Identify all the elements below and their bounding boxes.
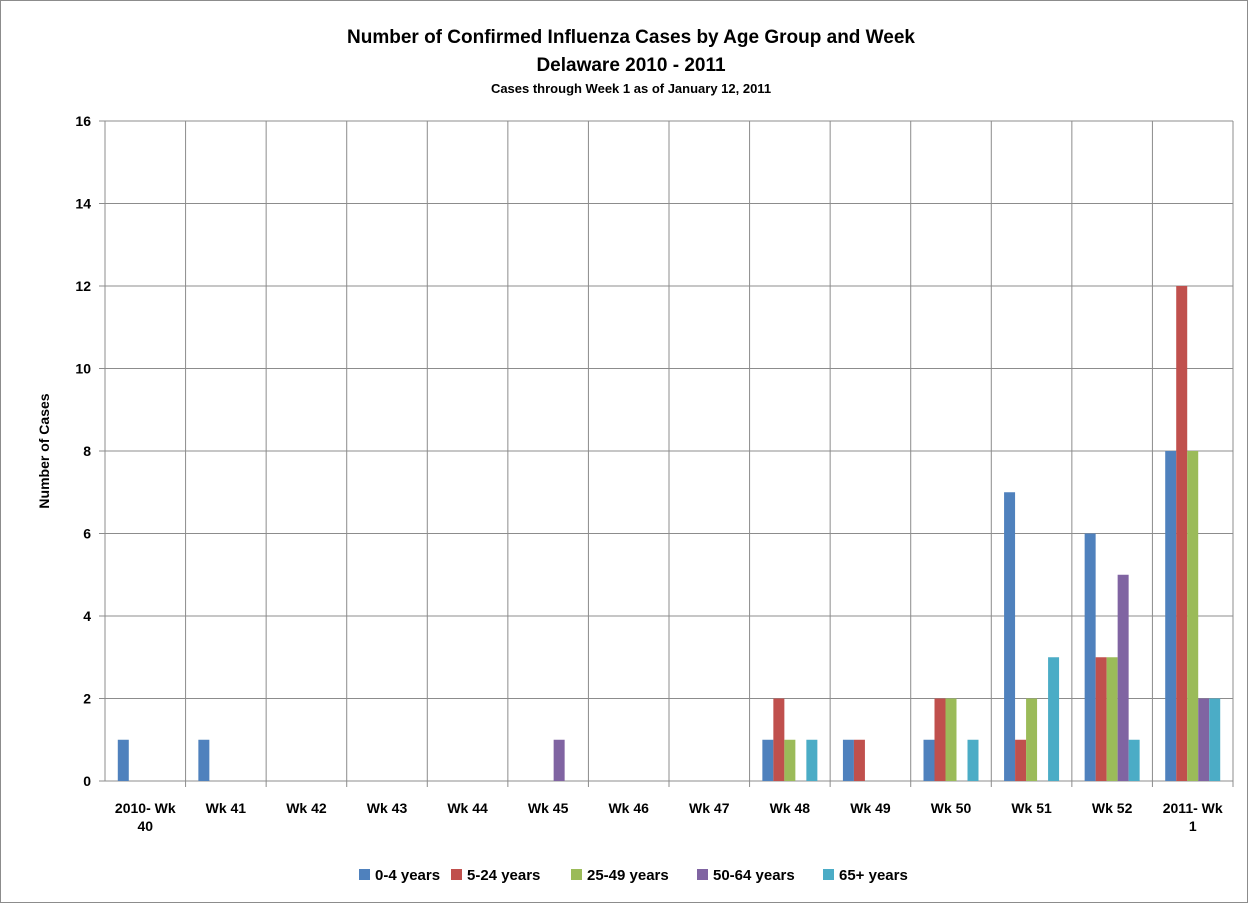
y-tick-label: 2 [83,691,91,707]
chart-title: Number of Confirmed Influenza Cases by A… [347,27,915,48]
legend-swatch [451,869,462,880]
legend-swatch [697,869,708,880]
x-tick-label: Wk 50 [931,800,972,816]
bar [1015,739,1027,781]
y-tick-label: 6 [83,526,91,542]
bar [1165,451,1177,781]
bar [923,739,935,781]
bar [1004,492,1016,781]
bar [117,739,129,781]
legend: 0-4 years 5-24 years 25-49 years 50-64 year… [359,867,908,884]
y-axis-label: Number of Cases [36,393,52,508]
bar [762,739,774,781]
bar [784,739,796,781]
axes [99,120,105,782]
legend-label: 65+ years [839,867,908,884]
x-tick-label: Wk 45 [528,800,569,816]
bar [1128,739,1140,781]
x-tick-label: 2011- Wk [1163,800,1223,816]
x-tick-label: Wk 47 [689,800,730,816]
y-tick-label: 16 [75,113,91,129]
bar [1209,698,1221,781]
bar [1117,574,1129,781]
bar [1084,533,1096,781]
bar [806,739,818,781]
gridlines [104,120,1234,787]
bar [553,739,565,781]
y-tick-label: 12 [75,278,91,294]
x-tick-label: 1 [1189,818,1197,834]
x-tick-label: Wk 43 [367,800,408,816]
x-tick-label: 2010- Wk [115,800,176,816]
legend-label: 0-4 years [375,867,440,884]
x-tick-label: 40 [137,818,153,834]
legend-label: 25-49 years [587,867,669,884]
x-tick-label: Wk 41 [206,800,247,816]
y-tick-labels: 0 2 4 6 8 10 12 14 16 [75,113,91,789]
bar [945,698,957,781]
chart-title-line2: Delaware 2010 - 2011 [536,55,726,76]
legend-swatch [359,869,370,880]
bar [967,739,979,781]
x-tick-label: Wk 46 [608,800,649,816]
legend-label: 5-24 years [467,867,540,884]
bar [1048,657,1060,781]
x-tick-label: Wk 52 [1092,800,1133,816]
y-tick-label: 0 [83,773,91,789]
bar [198,739,210,781]
bar [1176,286,1188,781]
x-tick-labels: 2010- Wk 40 Wk 41 Wk 42 Wk 43 Wk 44 Wk 45 Wk 46… [115,800,1223,834]
x-tick-label: Wk 51 [1011,800,1052,816]
chart-subtitle: Cases through Week 1 as of January 12, 2… [491,81,771,96]
legend-label: 50-64 years [713,867,795,884]
bars [117,286,1221,781]
x-tick-label: Wk 42 [286,800,327,816]
bar [1198,698,1210,781]
bar [934,698,946,781]
bar [853,739,865,781]
x-tick-label: Wk 48 [770,800,811,816]
legend-swatch [571,869,582,880]
x-tick-label: Wk 49 [850,800,891,816]
bar [1095,657,1107,781]
y-tick-label: 8 [83,443,91,459]
y-tick-label: 10 [75,361,91,377]
bar [1187,451,1199,781]
bar [1106,657,1118,781]
bar [1026,698,1038,781]
y-tick-label: 4 [83,608,91,624]
bar [842,739,854,781]
y-tick-label: 14 [75,196,91,212]
legend-swatch [823,869,834,880]
bar [773,698,785,781]
x-tick-label: Wk 44 [447,800,488,816]
